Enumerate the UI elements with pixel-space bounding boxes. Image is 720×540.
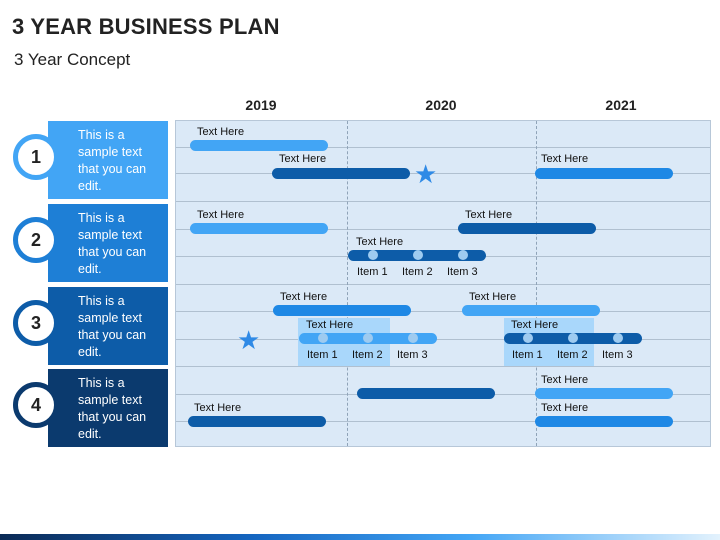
item-label: Item 3 — [447, 266, 478, 278]
item-label: Item 2 — [557, 349, 588, 361]
task-bar — [535, 388, 673, 399]
task-label: Text Here — [511, 319, 559, 331]
row-1-card: This is a sample text that you can edit. — [48, 121, 168, 199]
item-label: Item 3 — [397, 349, 428, 361]
grid-line — [176, 339, 710, 340]
task-label: Text Here — [197, 126, 245, 138]
task-bar — [535, 416, 673, 427]
task-label: Text Here — [465, 209, 513, 221]
task-label: Text Here — [280, 291, 328, 303]
task-bar — [357, 388, 495, 399]
task-label: Text Here — [197, 209, 245, 221]
row-3-text: This is a sample text that you can edit. — [78, 294, 147, 359]
item-label: Item 2 — [402, 266, 433, 278]
task-label: Text Here — [306, 319, 354, 331]
grid-line — [176, 284, 710, 285]
row-2-text: This is a sample text that you can edit. — [78, 211, 147, 276]
milestone-dot — [368, 250, 378, 260]
row-4-text: This is a sample text that you can edit. — [78, 376, 147, 441]
row-3-number: 3 — [13, 300, 59, 346]
row-3-card: This is a sample text that you can edit. — [48, 287, 168, 365]
task-label: Text Here — [541, 153, 589, 165]
task-bar — [190, 140, 328, 151]
star-icon: ★ — [414, 159, 438, 189]
grid-line — [176, 421, 710, 422]
row-4-number: 4 — [13, 382, 59, 428]
row-1-number: 1 — [13, 134, 59, 180]
grid-line — [176, 311, 710, 312]
year-divider — [536, 121, 537, 446]
milestone-dot — [363, 333, 373, 343]
milestone-dot — [458, 250, 468, 260]
row-3: This is a sample text that you can edit.… — [0, 287, 168, 365]
year-2021: 2021 — [605, 97, 637, 113]
grid-line — [176, 366, 710, 367]
milestone-dot — [413, 250, 423, 260]
item-label: Item 1 — [512, 349, 543, 361]
task-bar — [272, 168, 410, 179]
task-label: Text Here — [279, 153, 327, 165]
star-icon: ★ — [237, 325, 261, 355]
milestone-dot — [408, 333, 418, 343]
page-subtitle: 3 Year Concept — [14, 50, 131, 69]
grid-line — [176, 201, 710, 202]
milestone-dot — [568, 333, 578, 343]
task-label: Text Here — [541, 402, 589, 414]
row-4-card: This is a sample text that you can edit. — [48, 369, 168, 447]
row-4: This is a sample text that you can edit.… — [0, 369, 168, 447]
year-divider — [347, 121, 348, 446]
task-bar — [190, 223, 328, 234]
row-2-number: 2 — [13, 217, 59, 263]
footer-gradient-bar — [0, 534, 720, 540]
milestone-dot — [318, 333, 328, 343]
year-2020: 2020 — [425, 97, 457, 113]
item-label: Item 2 — [352, 349, 383, 361]
task-label: Text Here — [469, 291, 517, 303]
item-label: Item 3 — [602, 349, 633, 361]
task-label: Text Here — [541, 374, 589, 386]
year-2019: 2019 — [245, 97, 277, 113]
task-bar — [188, 416, 326, 427]
row-1: This is a sample text that you can edit.… — [0, 121, 168, 199]
row-2-card: This is a sample text that you can edit. — [48, 204, 168, 282]
task-bar — [462, 305, 600, 316]
page-title: 3 YEAR BUSINESS PLAN — [12, 14, 280, 39]
milestone-dot — [613, 333, 623, 343]
milestone-dot — [523, 333, 533, 343]
task-bar — [458, 223, 596, 234]
task-label: Text Here — [194, 402, 242, 414]
item-label: Item 1 — [357, 266, 388, 278]
task-label: Text Here — [356, 236, 404, 248]
grid-line — [176, 229, 710, 230]
item-label: Item 1 — [307, 349, 338, 361]
task-bar — [535, 168, 673, 179]
row-1-text: This is a sample text that you can edit. — [78, 128, 147, 193]
grid-line — [176, 147, 710, 148]
task-bar — [273, 305, 411, 316]
grid-line — [176, 173, 710, 174]
row-2: This is a sample text that you can edit.… — [0, 204, 168, 282]
